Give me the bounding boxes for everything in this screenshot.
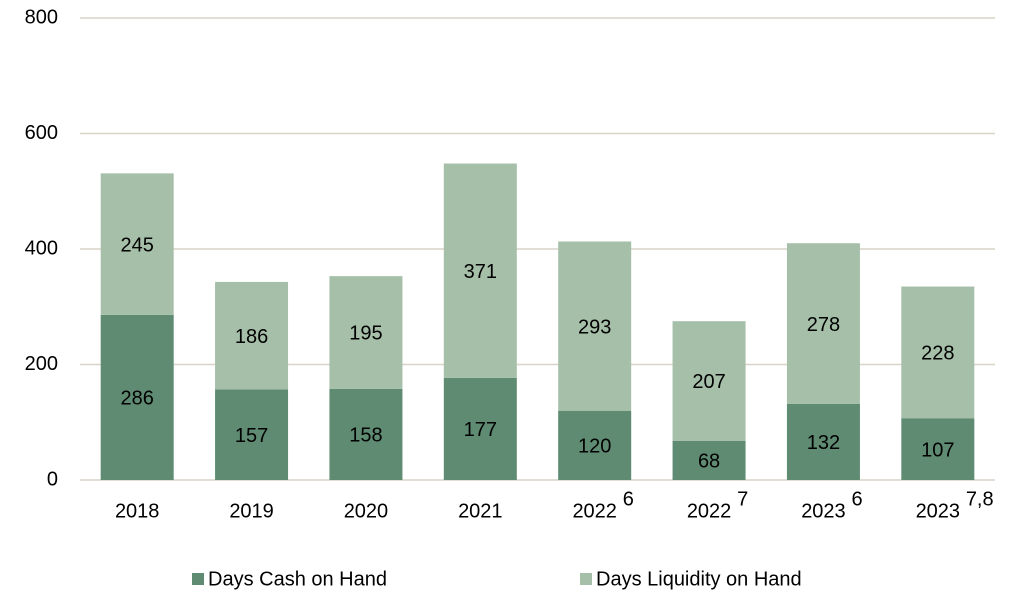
bar-segment [558, 410, 632, 480]
data-label: 120 [578, 436, 611, 458]
bar-segment [672, 321, 746, 441]
bar-segment [558, 241, 632, 411]
footnote-marker: 6 [851, 488, 862, 510]
data-label: 68 [698, 451, 720, 473]
x-tick-label: 2021 [458, 500, 503, 522]
data-label: 228 [921, 343, 954, 365]
x-tick-label: 2023 [801, 500, 846, 522]
data-label: 195 [349, 323, 382, 345]
bar-segment [329, 276, 403, 389]
data-label: 158 [349, 425, 382, 447]
bar-segment [786, 403, 860, 480]
x-tick-label: 2022 [687, 500, 732, 522]
data-label: 157 [235, 425, 268, 447]
footnote-marker: 6 [623, 488, 634, 510]
x-tick-label: 2019 [229, 500, 274, 522]
legend-label: Days Liquidity on Hand [596, 568, 802, 590]
y-tick-label: 800 [25, 6, 58, 28]
data-label: 286 [121, 388, 154, 410]
data-label: 107 [921, 439, 954, 461]
bar-segment [100, 314, 174, 480]
bar-segment [672, 440, 746, 480]
data-label: 278 [807, 314, 840, 336]
bar-segment [901, 286, 975, 419]
bar-segment [786, 243, 860, 404]
data-label: 293 [578, 316, 611, 338]
bar-segment [901, 418, 975, 480]
bar-segment [215, 389, 289, 480]
data-label: 177 [464, 419, 497, 441]
data-label: 371 [464, 261, 497, 283]
footnote-marker: 7 [737, 488, 748, 510]
bar-segment [443, 163, 517, 378]
bar-segment [443, 377, 517, 480]
x-tick-label: 2023 [916, 500, 961, 522]
bar-segment [215, 281, 289, 390]
data-label: 245 [121, 234, 154, 256]
data-label: 207 [692, 371, 725, 393]
x-tick-label: 2022 [572, 500, 617, 522]
bar-segment [329, 388, 403, 480]
x-tick-label: 2018 [115, 500, 160, 522]
y-tick-label: 200 [25, 353, 58, 375]
bar-segment [100, 173, 174, 315]
data-label: 132 [807, 432, 840, 454]
legend-label: Days Cash on Hand [208, 568, 387, 590]
legend-swatch [192, 573, 204, 585]
data-label: 186 [235, 326, 268, 348]
legend-swatch [580, 573, 592, 585]
y-tick-label: 400 [25, 237, 58, 259]
y-tick-label: 600 [25, 122, 58, 144]
x-tick-label: 2020 [344, 500, 389, 522]
y-tick-label: 0 [47, 468, 58, 490]
footnote-marker: 7,8 [966, 488, 994, 510]
